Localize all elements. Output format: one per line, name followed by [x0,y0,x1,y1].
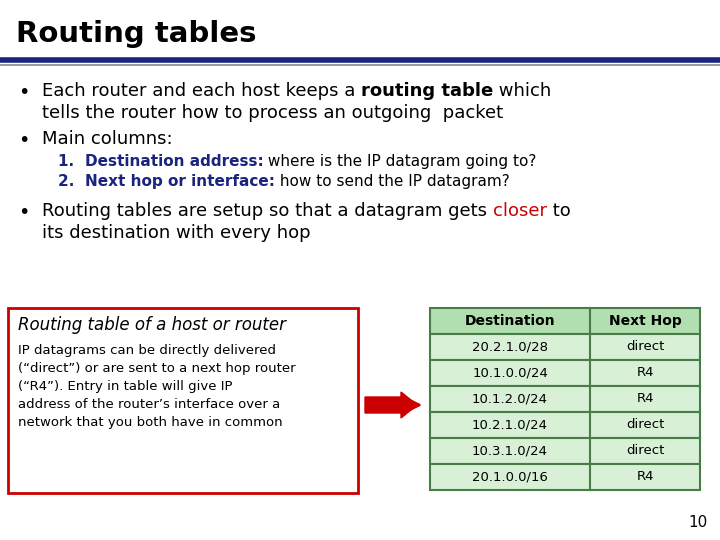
Text: to: to [546,202,570,220]
Text: direct: direct [626,341,664,354]
FancyArrow shape [365,392,417,418]
Text: 1.: 1. [58,154,85,169]
Bar [430,438,700,464]
Text: 2.: 2. [58,174,85,189]
Bar [430,464,700,490]
Text: its destination with every hop: its destination with every hop [42,224,310,242]
Text: •: • [18,203,30,222]
Text: Destination address:: Destination address: [85,154,264,169]
Text: where is the IP datagram going to?: where is the IP datagram going to? [264,154,536,169]
Text: address of the router’s interface over a: address of the router’s interface over a [18,398,280,411]
Text: Next hop or interface:: Next hop or interface: [85,174,275,189]
Text: IP datagrams can be directly delivered: IP datagrams can be directly delivered [18,344,276,357]
Text: 20.1.0.0/16: 20.1.0.0/16 [472,470,548,483]
Text: Next Hop: Next Hop [608,314,681,328]
Text: Routing table of a host or router: Routing table of a host or router [18,316,286,334]
Text: (“R4”). Entry in table will give IP: (“R4”). Entry in table will give IP [18,380,233,393]
Text: R4: R4 [636,367,654,380]
Bar [430,360,700,386]
Text: routing table: routing table [361,82,493,100]
Text: (“direct”) or are sent to a next hop router: (“direct”) or are sent to a next hop rou… [18,362,296,375]
Text: 10: 10 [689,515,708,530]
Text: R4: R4 [636,470,654,483]
Text: Each router and each host keeps a: Each router and each host keeps a [42,82,361,100]
Text: 10.2.1.0/24: 10.2.1.0/24 [472,418,548,431]
Text: •: • [18,83,30,102]
Bar [430,334,700,360]
Text: Destination: Destination [464,314,555,328]
Text: which: which [493,82,552,100]
Text: network that you both have in common: network that you both have in common [18,416,283,429]
Text: 20.2.1.0/28: 20.2.1.0/28 [472,341,548,354]
Text: tells the router how to process an outgoing  packet: tells the router how to process an outgo… [42,104,503,122]
Text: 10.1.0.0/24: 10.1.0.0/24 [472,367,548,380]
Text: •: • [18,131,30,150]
Text: closer: closer [492,202,546,220]
Text: Routing tables: Routing tables [16,20,256,48]
Bar [430,412,700,438]
Text: Main columns:: Main columns: [42,130,173,148]
Text: R4: R4 [636,393,654,406]
Text: 10.1.2.0/24: 10.1.2.0/24 [472,393,548,406]
Text: 10.3.1.0/24: 10.3.1.0/24 [472,444,548,457]
Text: Routing tables are setup so that a datagram gets: Routing tables are setup so that a datag… [42,202,492,220]
Text: direct: direct [626,444,664,457]
Text: direct: direct [626,418,664,431]
Text: how to send the IP datagram?: how to send the IP datagram? [275,174,510,189]
Bar [430,308,700,334]
Bar [430,386,700,412]
Bar [8,308,358,493]
